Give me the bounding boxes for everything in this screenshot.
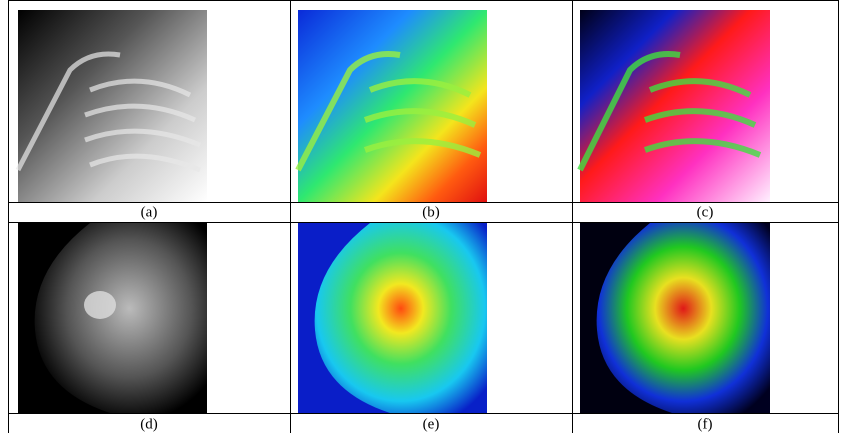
caption: (c): [697, 204, 714, 220]
figure: (a) (b) (c) (d) (e) (f): [0, 0, 843, 433]
image-e: [298, 223, 487, 413]
image-c: [580, 10, 770, 202]
caption: (e): [423, 416, 440, 432]
caption: (d): [140, 416, 158, 432]
image-d: [18, 223, 207, 413]
image-a: [18, 10, 207, 202]
caption: (f): [698, 416, 713, 432]
caption: (b): [422, 204, 440, 220]
image-f: [580, 223, 770, 413]
caption: (a): [141, 204, 158, 220]
image-b: [298, 10, 487, 202]
